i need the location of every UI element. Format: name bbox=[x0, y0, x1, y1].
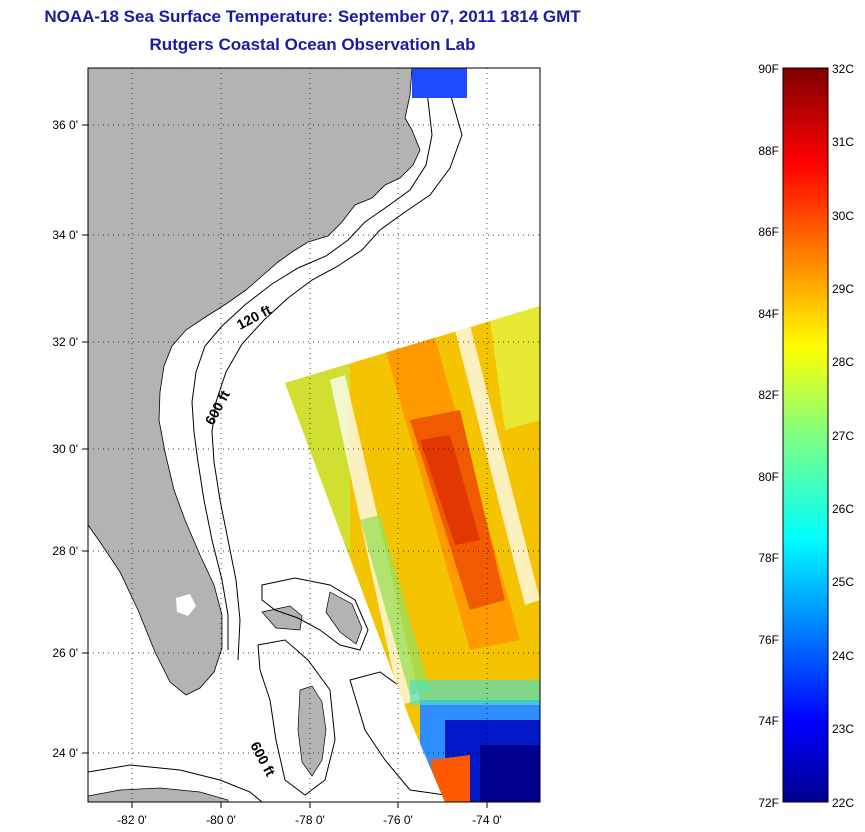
contour-600ft bbox=[211, 68, 463, 661]
lat-label-28: 28 0' bbox=[52, 544, 78, 558]
contour-bahamas-1 bbox=[261, 577, 369, 651]
land-bahamas-2 bbox=[325, 591, 363, 645]
lat-label-24: 24 0' bbox=[52, 746, 78, 760]
cb-label-74f: 74F bbox=[758, 714, 779, 728]
cb-label-23c: 23C bbox=[832, 722, 854, 736]
land-mainland bbox=[88, 68, 421, 696]
contour-bahamas-2 bbox=[257, 639, 336, 796]
lat-label-30: 30 0' bbox=[52, 442, 78, 456]
cb-label-27c: 27C bbox=[832, 429, 854, 443]
map-title: NOAA-18 Sea Surface Temperature: Septemb… bbox=[44, 7, 581, 26]
cb-label-25c: 25C bbox=[832, 575, 854, 589]
lat-lon-grid bbox=[88, 68, 540, 802]
lon-label-80: -80 0' bbox=[206, 813, 236, 827]
cb-label-28c: 28C bbox=[832, 355, 854, 369]
lat-label-36: 36 0' bbox=[52, 118, 78, 132]
cb-label-78f: 78F bbox=[758, 551, 779, 565]
cb-label-32c: 32C bbox=[832, 62, 854, 76]
colorbar bbox=[782, 67, 829, 803]
lon-label-74: -74 0' bbox=[472, 813, 502, 827]
cb-label-31c: 31C bbox=[832, 135, 854, 149]
cb-label-82f: 82F bbox=[758, 388, 779, 402]
contour-cuba bbox=[88, 764, 263, 802]
cb-label-80f: 80F bbox=[758, 470, 779, 484]
sst-patch-north bbox=[412, 68, 467, 98]
cb-label-24c: 24C bbox=[832, 649, 854, 663]
cb-label-86f: 86F bbox=[758, 225, 779, 239]
lon-label-82: -82 0' bbox=[117, 813, 147, 827]
cb-label-88f: 88F bbox=[758, 144, 779, 158]
cb-label-29c: 29C bbox=[832, 282, 854, 296]
cb-label-90f: 90F bbox=[758, 62, 779, 76]
map-frame bbox=[87, 67, 541, 803]
lat-label-32: 32 0' bbox=[52, 335, 78, 349]
contour-120ft bbox=[191, 68, 433, 650]
map-subtitle: Rutgers Coastal Ocean Observation Lab bbox=[149, 35, 476, 54]
land-lake bbox=[176, 594, 196, 616]
cb-label-22c: 22C bbox=[832, 796, 854, 810]
cb-label-30c: 30C bbox=[832, 209, 854, 223]
lat-label-26: 26 0' bbox=[52, 646, 78, 660]
cb-label-84f: 84F bbox=[758, 307, 779, 321]
cb-label-26c: 26C bbox=[832, 502, 854, 516]
land-bahamas-1 bbox=[297, 685, 327, 777]
colorbar-celsius-labels: 32C 31C 30C 29C 28C 27C 26C 25C 24C 23C … bbox=[832, 62, 854, 810]
map-ticks bbox=[82, 124, 488, 808]
lon-label-78: -78 0' bbox=[295, 813, 325, 827]
lat-label-34: 34 0' bbox=[52, 228, 78, 242]
cb-label-76f: 76F bbox=[758, 633, 779, 647]
cb-label-72f: 72F bbox=[758, 796, 779, 810]
lon-label-76: -76 0' bbox=[383, 813, 413, 827]
colorbar-fahrenheit-labels: 90F 88F 86F 84F 82F 80F 78F 76F 74F 72F bbox=[758, 62, 779, 810]
land-bahamas-3 bbox=[261, 605, 303, 631]
